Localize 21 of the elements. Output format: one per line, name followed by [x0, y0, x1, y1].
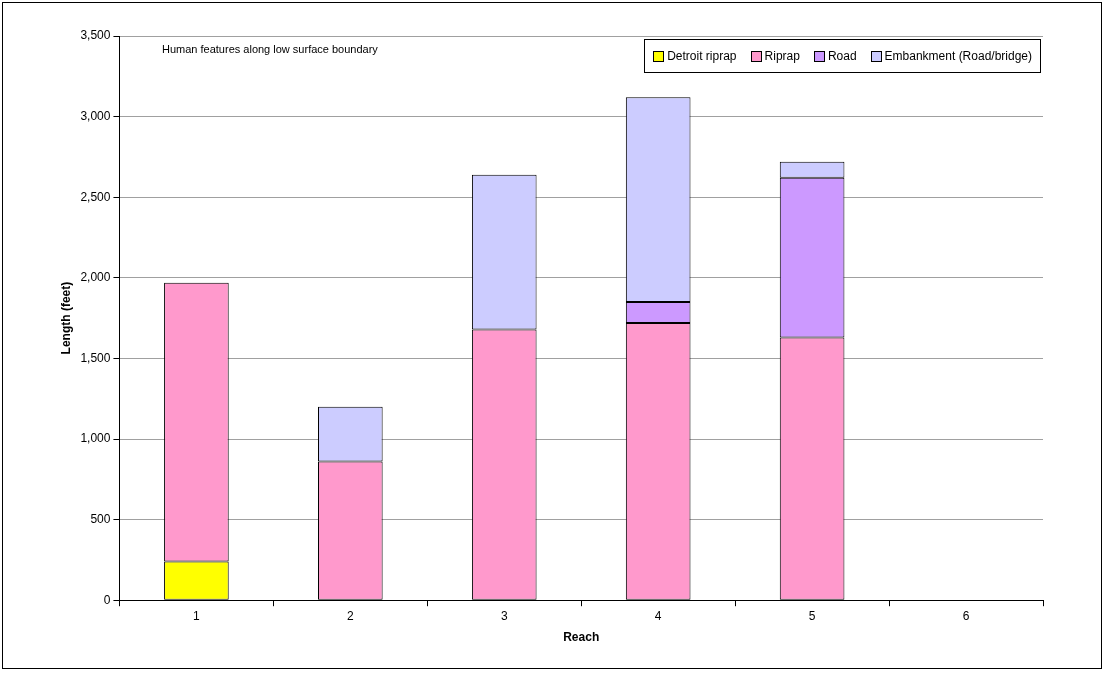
text: Human features along low surface boundary — [162, 43, 378, 55]
y-tick-label: 3,500 — [80, 28, 111, 43]
x-tick-label: 1 — [193, 608, 201, 623]
x-axis-title: Reach — [563, 630, 600, 645]
y-tick-label: 2,500 — [80, 189, 111, 204]
y-tick-label: 2,000 — [80, 270, 111, 285]
legend-label: Detroit riprap — [667, 49, 737, 63]
y-tick-label: 1,000 — [80, 431, 111, 446]
x-tick-label: 3 — [500, 608, 508, 623]
legend-label: Riprap — [764, 49, 800, 63]
y-tick-label: 1,500 — [80, 350, 111, 365]
y-tick-label: 0 — [103, 592, 111, 607]
x-tick-label: 6 — [962, 608, 970, 623]
x-tick-label: 5 — [808, 608, 816, 623]
legend-label: Road — [827, 49, 857, 63]
legend-label: Embankment (Road/bridge) — [884, 49, 1032, 63]
x-tick-label: 2 — [346, 608, 354, 623]
y-tick-label: 3,000 — [80, 108, 111, 123]
y-tick-label: 500 — [90, 511, 111, 526]
y-axis-title: Length (feet) — [58, 281, 73, 355]
x-tick-label: 4 — [654, 608, 662, 623]
